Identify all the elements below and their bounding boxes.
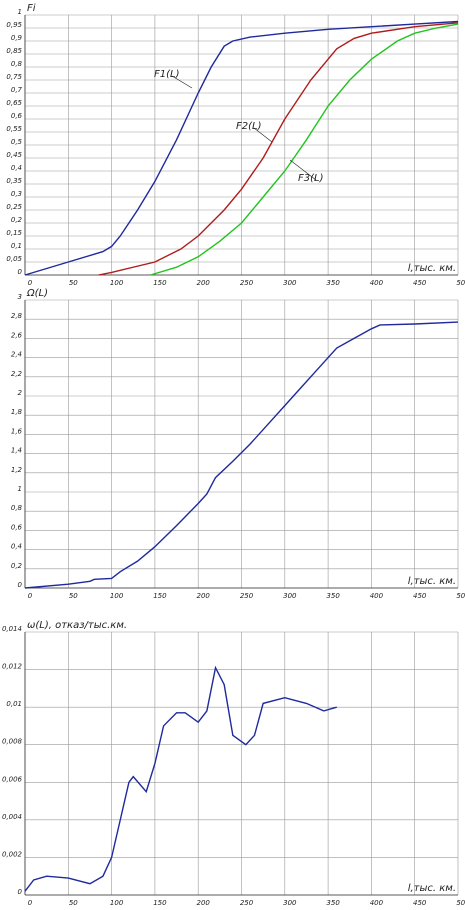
x-tick-label: 100 — [110, 592, 124, 600]
x-tick-label: 200 — [197, 279, 211, 287]
y-tick-label: 0,012 — [2, 663, 23, 671]
series-line — [24, 321, 459, 589]
x-tick-label: 400 — [370, 592, 384, 600]
series-line — [24, 20, 459, 276]
y-tick-label: 0,8 — [11, 504, 23, 512]
y-tick-label: 2,6 — [11, 331, 23, 339]
y-tick-label: 3 — [18, 293, 22, 301]
y-tick-label: 0,9 — [11, 34, 23, 42]
series-line — [98, 22, 459, 276]
x-axis-label: l,тыс. км. — [408, 576, 456, 587]
y-tick-label: 0,95 — [6, 21, 22, 29]
annotation: F2(L) — [236, 121, 262, 132]
x-tick-label: 450 — [413, 899, 427, 907]
x-tick-label: 450 — [413, 592, 427, 600]
x-tick-label: 100 — [110, 279, 124, 287]
y-tick-label: 2 — [18, 389, 23, 397]
chart-title: Ω(L) — [26, 288, 48, 299]
y-tick-label: 1 — [18, 8, 22, 16]
y-tick-label: 0,35 — [6, 177, 22, 185]
y-tick-label: 0,8 — [11, 60, 23, 68]
x-tick-label: 250 — [240, 279, 254, 287]
y-tick-label: 1,4 — [11, 447, 22, 455]
series-line — [24, 665, 337, 892]
y-tick-label: 0,85 — [6, 47, 22, 55]
y-tick-label: 0,4 — [11, 164, 22, 172]
x-tick-label: 50 — [69, 279, 78, 287]
x-tick-label: 150 — [153, 899, 167, 907]
x-tick-label: 500 — [456, 279, 465, 287]
leader-line — [289, 159, 317, 181]
x-tick-label: 350 — [326, 279, 340, 287]
y-tick-label: 0,2 — [11, 562, 23, 570]
y-tick-label: 0,6 — [11, 523, 23, 531]
x-tick-label: 350 — [326, 899, 340, 907]
y-tick-label: 0,25 — [6, 203, 22, 211]
y-tick-label: 0,006 — [2, 775, 23, 783]
y-tick-label: 0,4 — [11, 543, 22, 551]
x-tick-label: 400 — [370, 899, 384, 907]
x-tick-label: 300 — [283, 899, 297, 907]
x-tick-label: 150 — [153, 279, 167, 287]
x-tick-label: 50 — [69, 592, 78, 600]
y-tick-label: 0,1 — [11, 242, 22, 250]
x-tick-label: 0 — [28, 592, 33, 600]
y-tick-label: 0 — [18, 268, 23, 276]
x-tick-label: 350 — [326, 592, 340, 600]
chart-title: Fi — [27, 3, 36, 14]
x-tick-label: 400 — [370, 279, 384, 287]
y-tick-label: 1 — [18, 485, 22, 493]
x-axis-label: l,тыс. км. — [408, 263, 456, 274]
y-tick-label: 0,75 — [6, 73, 22, 81]
x-axis-label: l,тыс. км. — [408, 883, 456, 894]
x-tick-label: 300 — [283, 279, 297, 287]
y-tick-label: 0 — [18, 581, 23, 589]
x-tick-label: 300 — [283, 592, 297, 600]
x-tick-label: 150 — [153, 592, 167, 600]
x-tick-label: 50 — [69, 899, 78, 907]
y-tick-label: 0,008 — [2, 738, 23, 746]
y-tick-label: 1,6 — [11, 427, 23, 435]
x-tick-label: 0 — [28, 279, 33, 287]
x-tick-label: 500 — [456, 899, 465, 907]
annotation: F3(L) — [298, 173, 324, 184]
y-tick-label: 0,65 — [6, 99, 22, 107]
y-tick-label: 2,2 — [11, 370, 23, 378]
x-tick-label: 200 — [197, 899, 211, 907]
x-tick-label: 0 — [28, 899, 33, 907]
y-tick-label: 0,014 — [2, 625, 22, 633]
y-tick-label: 0,5 — [11, 138, 23, 146]
y-tick-label: 2,8 — [11, 312, 23, 320]
y-tick-label: 0,2 — [11, 216, 23, 224]
x-tick-label: 250 — [240, 899, 254, 907]
y-tick-label: 0,01 — [6, 700, 22, 708]
leader-line — [171, 75, 193, 89]
x-tick-label: 100 — [110, 899, 124, 907]
y-tick-label: 0,05 — [6, 255, 22, 263]
x-tick-label: 200 — [197, 592, 211, 600]
annotation: F1(L) — [154, 69, 180, 80]
y-tick-label: 1,8 — [11, 408, 23, 416]
y-tick-label: 0,7 — [11, 86, 23, 94]
x-tick-label: 450 — [413, 279, 427, 287]
y-tick-label: 1,2 — [11, 466, 23, 474]
y-tick-label: 0,55 — [6, 125, 22, 133]
chart-title: ω(L), отказ/тыс.км. — [27, 620, 127, 631]
y-tick-label: 0,3 — [11, 190, 22, 198]
series-line — [150, 23, 459, 276]
x-tick-label: 500 — [456, 592, 465, 600]
leader-line — [253, 127, 273, 143]
y-tick-label: 0,6 — [11, 112, 23, 120]
y-tick-label: 0 — [18, 888, 23, 896]
y-tick-label: 0,15 — [6, 229, 22, 237]
y-tick-label: 0,002 — [2, 850, 23, 858]
y-tick-label: 0,004 — [2, 813, 22, 821]
y-tick-label: 2,4 — [11, 351, 22, 359]
x-tick-label: 250 — [240, 592, 254, 600]
y-tick-label: 0,45 — [6, 151, 22, 159]
